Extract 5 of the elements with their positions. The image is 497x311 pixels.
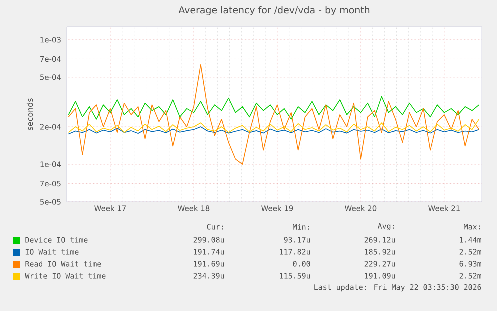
line-series <box>68 64 480 165</box>
line-series <box>68 119 480 134</box>
line-series <box>68 96 480 120</box>
chart-title: Average latency for /dev/vda - by month <box>178 6 370 16</box>
line-series <box>68 126 480 135</box>
